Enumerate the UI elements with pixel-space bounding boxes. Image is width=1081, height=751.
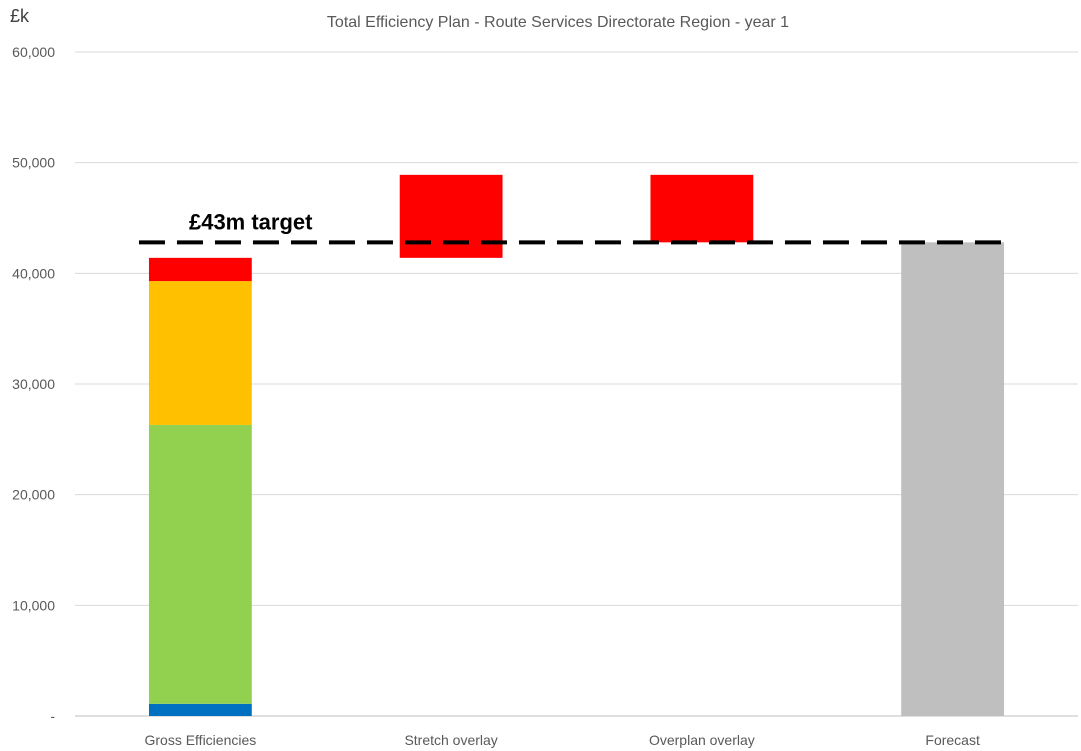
bar-segment bbox=[149, 281, 252, 425]
bar-segment bbox=[650, 175, 753, 243]
y-tick-label: 30,000 bbox=[12, 376, 55, 392]
bar-segment bbox=[400, 175, 503, 258]
bar-segment bbox=[901, 242, 1004, 716]
x-category-label: Forecast bbox=[925, 732, 980, 748]
target-label: £43m target bbox=[189, 209, 313, 234]
y-tick-label: 60,000 bbox=[12, 44, 55, 60]
y-tick-label: 40,000 bbox=[12, 265, 55, 281]
bar-segment bbox=[149, 704, 252, 716]
chart-title: Total Efficiency Plan - Route Services D… bbox=[327, 14, 789, 31]
y-tick-label: 20,000 bbox=[12, 487, 55, 503]
bar-segment bbox=[149, 258, 252, 281]
y-tick-label: - bbox=[50, 708, 55, 724]
x-axis-category-labels: Gross Efficiencies Stretch overlay Overpla… bbox=[144, 732, 979, 748]
x-category-label: Overplan overlay bbox=[649, 732, 755, 748]
y-tick-label: 50,000 bbox=[12, 155, 55, 171]
y-axis-tick-labels: - 10,000 20,000 30,000 40,000 50,000 60,000 bbox=[12, 44, 55, 724]
target-line-group: £43m target bbox=[139, 209, 1004, 242]
x-category-label: Stretch overlay bbox=[404, 732, 497, 748]
y-axis-unit-label: £k bbox=[10, 6, 30, 26]
x-category-label: Gross Efficiencies bbox=[144, 732, 256, 748]
bars bbox=[149, 175, 1004, 716]
y-tick-label: 10,000 bbox=[12, 597, 55, 613]
bar-segment bbox=[149, 425, 252, 704]
